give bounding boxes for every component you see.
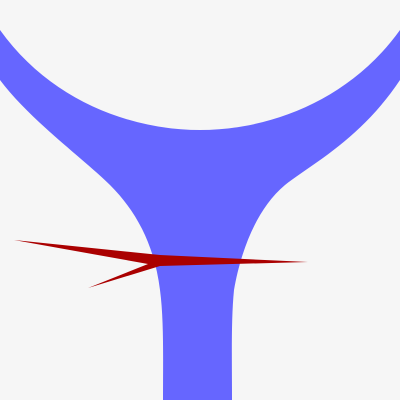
blue-y-shape	[0, 30, 400, 400]
red-arrow-shape	[14, 240, 308, 288]
